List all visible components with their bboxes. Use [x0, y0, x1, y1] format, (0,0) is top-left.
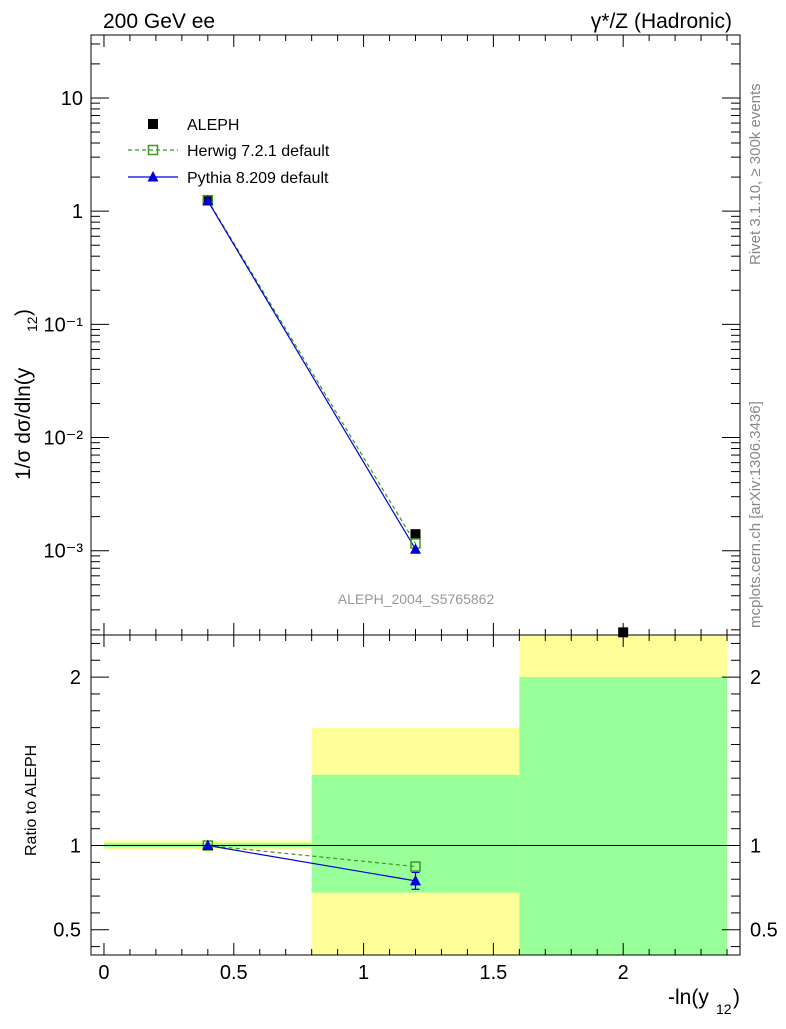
band-green-2: [519, 677, 728, 955]
legend-marker-1: [147, 144, 159, 156]
legend-label-0: ALEPH: [187, 117, 239, 134]
xtick-label-0: 0: [98, 962, 109, 984]
upper-point-0-1: [410, 529, 421, 540]
upper-ytick-label-0: 10⁻³: [44, 541, 84, 563]
upper-line-2: [207, 200, 417, 550]
upper-ytick-label-1: 10⁻²: [44, 428, 84, 450]
svg-text:1/σ dσ/dln(y: 1/σ dσ/dln(y: [12, 367, 35, 480]
lower-ytick-label-left-2: 2: [70, 667, 81, 689]
svg-text:12: 12: [716, 1001, 732, 1017]
watermark: ALEPH_2004_S5765862: [338, 591, 495, 607]
xtick-label-4: 2: [618, 962, 629, 984]
lower-ytick-label-left-1: 1: [70, 836, 81, 858]
legend-label-1: Herwig 7.2.1 default: [187, 143, 330, 160]
upper-ytick-label-2: 10⁻¹: [44, 314, 84, 336]
lower-line-1: [207, 844, 416, 882]
xtick-label-3: 1.5: [479, 962, 507, 984]
lower-point-1-1: [410, 874, 421, 886]
legend-marker-2: [147, 171, 159, 182]
lower-ytick-label-right-1: 1: [750, 836, 761, 858]
svg-text:): ): [12, 309, 35, 316]
lower-ytick-label-right-2: 2: [750, 667, 761, 689]
upper-ylabel: 1/σ dσ/dln(y 12 ): [12, 309, 40, 480]
lower-ylabel: Ratio to ALEPH: [23, 745, 40, 856]
lower-ytick-label-left-0: 0.5: [53, 920, 81, 942]
upper-ytick-label-3: 1: [72, 201, 83, 223]
header-left: 200 GeV ee: [103, 10, 215, 33]
xtick-label-1: 0.5: [220, 962, 248, 984]
svg-text:): ): [733, 986, 740, 1009]
lower-point-0-1: [410, 861, 421, 872]
svg-text:-ln(y: -ln(y: [668, 986, 709, 1009]
upper-point-2-1: [410, 543, 421, 554]
legend-marker-0: [148, 119, 158, 129]
upper-line-1: [207, 199, 417, 544]
lower-point-1-0: [202, 839, 214, 851]
svg-text:12: 12: [24, 316, 40, 332]
mcplots-label: mcplots.cern.ch [arXiv:1306.3436]: [747, 401, 764, 628]
upper-ytick-label-4: 10: [61, 88, 83, 110]
xtick-label-2: 1: [358, 962, 369, 984]
lower-ytick-label-right-0: 0.5: [750, 920, 778, 942]
header-right: γ*/Z (Hadronic): [591, 10, 732, 33]
legend-label-2: Pythia 8.209 default: [187, 170, 329, 187]
upper-point-2-0: [202, 194, 214, 206]
xlabel: -ln(y 12 ): [668, 986, 740, 1017]
rivet-label: Rivet 3.1.10, ≥ 300k events: [747, 83, 764, 265]
